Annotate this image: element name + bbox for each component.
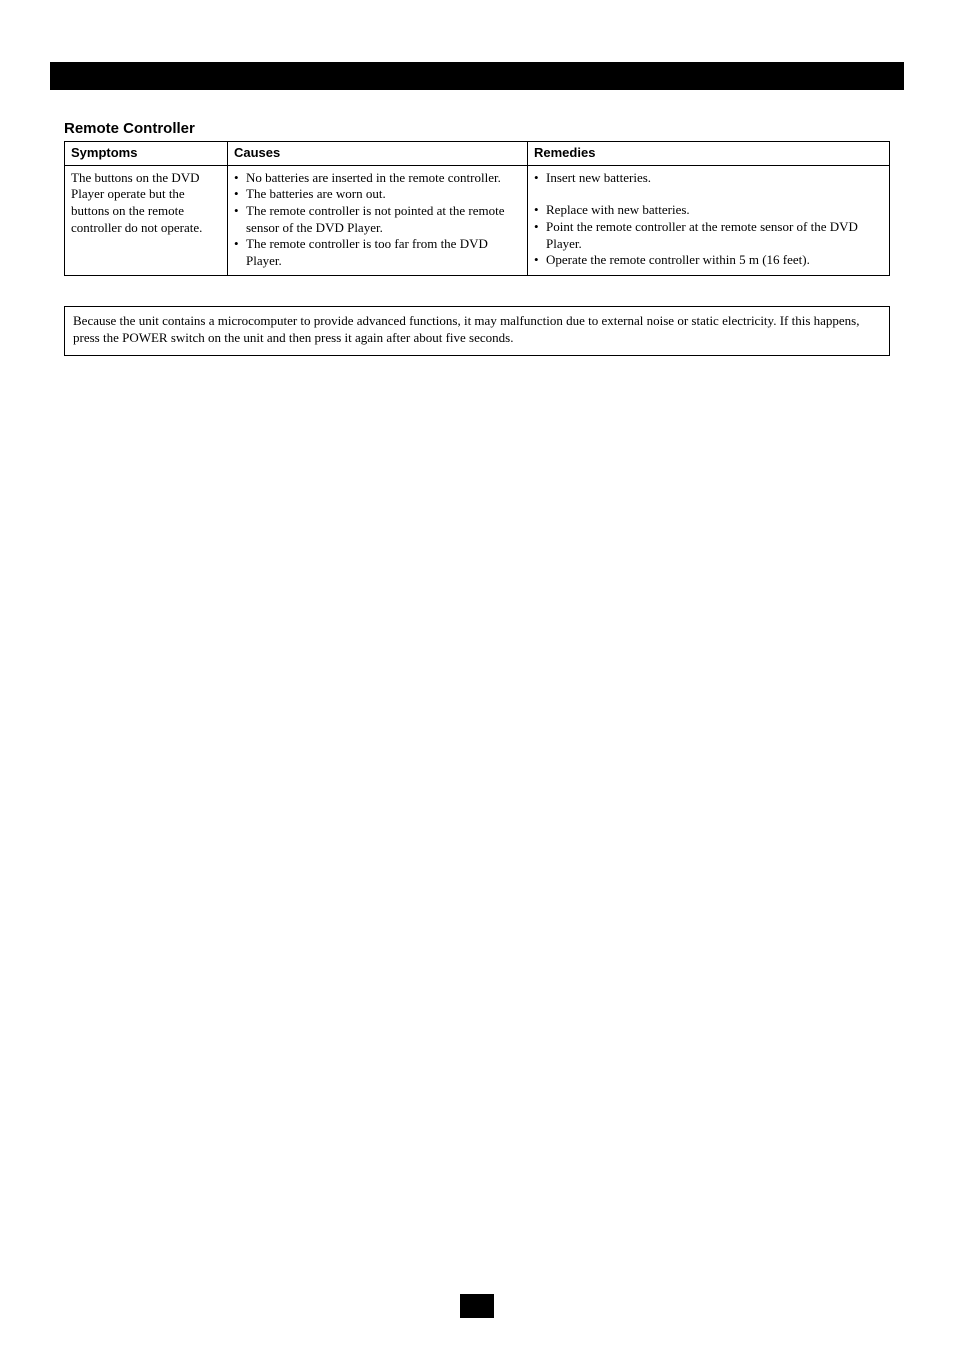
remedy-item: •Replace with new batteries. [534,202,883,219]
table-row: The buttons on the DVD Player operate bu… [65,165,890,276]
remedy-item: •Insert new batteries. [534,170,883,187]
bullet-icon: • [534,170,546,187]
remedy-text: Point the remote controller at the remot… [546,219,883,252]
bullet-icon: • [234,203,246,236]
cell-causes: •No batteries are inserted in the remote… [228,165,528,276]
note-box: Because the unit contains a microcompute… [64,306,890,355]
col-header-causes: Causes [228,142,528,166]
cell-symptom: The buttons on the DVD Player operate bu… [65,165,228,276]
bullet-icon: • [534,219,546,252]
section-title: Remote Controller [64,120,890,137]
cause-text: The remote controller is too far from th… [246,236,521,269]
remedy-item: •Point the remote controller at the remo… [534,219,883,252]
cause-item: •The remote controller is too far from t… [234,236,521,269]
bullet-icon: • [234,186,246,203]
cause-text: The batteries are worn out. [246,186,521,203]
col-header-symptoms: Symptoms [65,142,228,166]
bullet-icon: • [234,170,246,187]
cause-item: •No batteries are inserted in the remote… [234,170,521,187]
header-bar [50,62,904,90]
remedy-item: •Operate the remote controller within 5 … [534,252,883,269]
remedy-text: Operate the remote controller within 5 m… [546,252,883,269]
cause-item: •The remote controller is not pointed at… [234,203,521,236]
troubleshooting-table: Symptoms Causes Remedies The buttons on … [64,141,890,276]
table-header-row: Symptoms Causes Remedies [65,142,890,166]
bullet-icon: • [534,202,546,219]
bullet-icon: • [234,236,246,269]
bullet-icon: • [534,252,546,269]
cause-text: No batteries are inserted in the remote … [246,170,521,187]
remedy-text: Insert new batteries. [546,170,883,187]
page-number-box [460,1294,494,1318]
remedy-text: Replace with new batteries. [546,202,883,219]
col-header-remedies: Remedies [528,142,890,166]
cause-text: The remote controller is not pointed at … [246,203,521,236]
cell-remedies: •Insert new batteries. •Replace with new… [528,165,890,276]
cause-item: •The batteries are worn out. [234,186,521,203]
content: Remote Controller Symptoms Causes Remedi… [64,120,890,356]
